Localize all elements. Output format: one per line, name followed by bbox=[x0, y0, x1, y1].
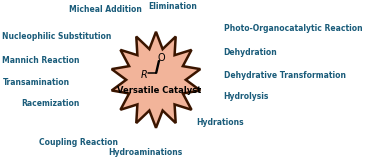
Text: Hydrolysis: Hydrolysis bbox=[223, 92, 269, 101]
Text: Elimination: Elimination bbox=[149, 2, 197, 11]
Text: Transamination: Transamination bbox=[2, 78, 70, 87]
Text: Hydrations: Hydrations bbox=[197, 118, 244, 127]
Text: Versatile Catalyst: Versatile Catalyst bbox=[117, 86, 201, 95]
Text: Coupling Reaction: Coupling Reaction bbox=[39, 138, 118, 147]
Text: O: O bbox=[157, 53, 165, 63]
Text: Nucleophilic Substitution: Nucleophilic Substitution bbox=[2, 32, 112, 41]
Text: Micheal Addition: Micheal Addition bbox=[69, 5, 142, 14]
Text: Dehydrative Transformation: Dehydrative Transformation bbox=[223, 71, 345, 80]
Text: Racemization: Racemization bbox=[21, 99, 79, 108]
Polygon shape bbox=[112, 32, 200, 128]
Text: Photo-Organocatalytic Reaction: Photo-Organocatalytic Reaction bbox=[223, 24, 362, 33]
Text: Hydroaminations: Hydroaminations bbox=[109, 148, 183, 157]
Text: Dehydration: Dehydration bbox=[223, 48, 277, 57]
Text: Mannich Reaction: Mannich Reaction bbox=[2, 56, 80, 65]
Text: R: R bbox=[141, 70, 147, 80]
